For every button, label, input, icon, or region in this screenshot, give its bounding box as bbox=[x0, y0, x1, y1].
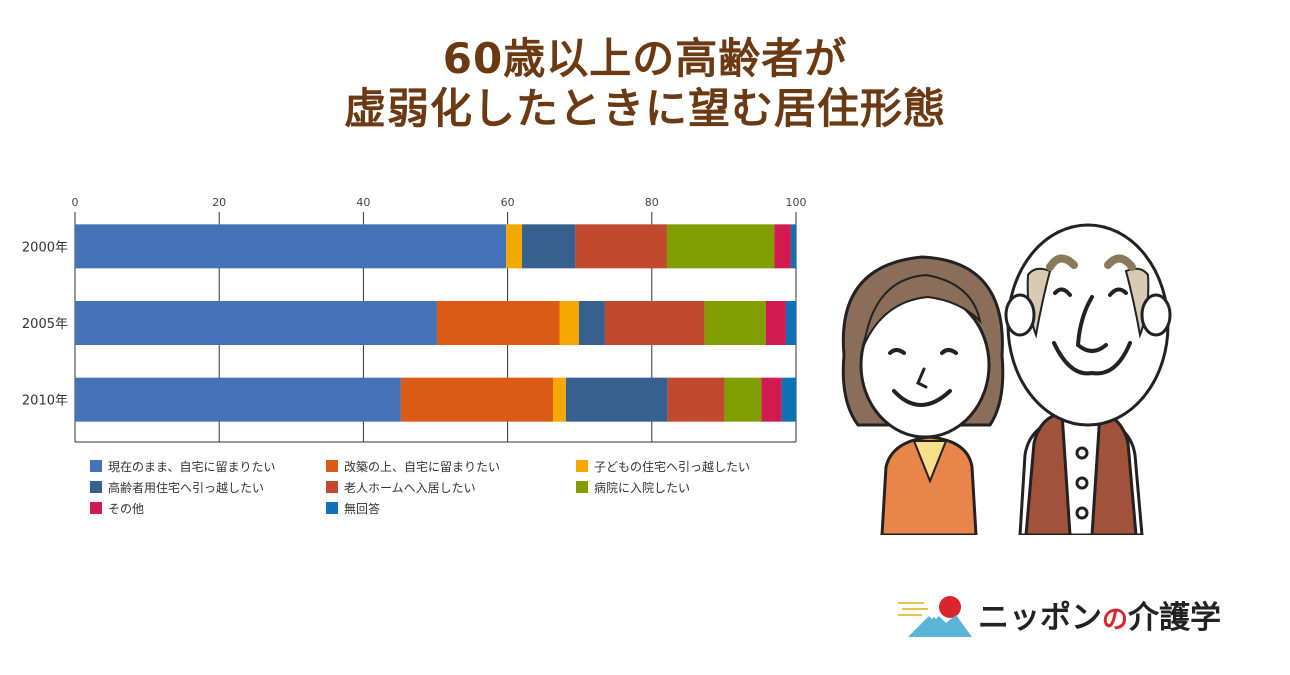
bar-segment bbox=[785, 301, 796, 345]
legend-item: 老人ホームへ入居したい bbox=[326, 479, 476, 495]
legend-item: 無回答 bbox=[326, 500, 380, 516]
legend-swatch bbox=[576, 460, 588, 472]
legend-label: 病院に入院したい bbox=[594, 480, 691, 495]
legend-label: 高齢者用住宅へ引っ越したい bbox=[108, 480, 265, 495]
stacked-bar-chart: 0 20 40 60 80 100 2000年 2005年 2010年 bbox=[22, 196, 807, 443]
bar-segment bbox=[75, 301, 437, 345]
legend-label: 現在のまま、自宅に留まりたい bbox=[108, 459, 276, 474]
legend-label: 子どもの住宅へ引っ越したい bbox=[594, 459, 751, 474]
legend-swatch bbox=[326, 502, 338, 514]
bar-segment bbox=[436, 301, 560, 345]
mount-fuji-sun-icon bbox=[898, 595, 972, 637]
bar-segment bbox=[761, 377, 782, 422]
bar-segment bbox=[506, 224, 523, 269]
bar-segment bbox=[765, 301, 786, 345]
x-tick-label: 60 bbox=[501, 196, 515, 209]
bar-segment bbox=[666, 224, 775, 269]
legend-item: 高齢者用住宅へ引っ越したい bbox=[90, 479, 264, 495]
y-tick-label: 2010年 bbox=[22, 394, 68, 409]
legend-swatch bbox=[326, 481, 338, 493]
bar-segment bbox=[724, 377, 762, 422]
chart-title: 60歳以上の高齢者が 虚弱化したときに望む居住形態 bbox=[0, 34, 1290, 134]
legend-item: 子どもの住宅へ引っ越したい bbox=[576, 458, 750, 474]
logo-text-sub: 介護学 bbox=[1128, 600, 1222, 636]
x-tick-label: 40 bbox=[356, 196, 370, 209]
bar-segment bbox=[781, 377, 796, 422]
bar-segment bbox=[522, 224, 576, 269]
bar-segment bbox=[575, 224, 667, 269]
logo-text: ニッポンの介護学 bbox=[978, 592, 1221, 637]
logo-text-no: の bbox=[1102, 605, 1129, 635]
chart-title-line2: 虚弱化したときに望む居住形態 bbox=[343, 84, 946, 133]
legend-item: 現在のまま、自宅に留まりたい bbox=[90, 458, 276, 474]
x-tick-label: 100 bbox=[786, 196, 807, 209]
bar-segment bbox=[604, 301, 705, 345]
bar-segment bbox=[566, 377, 668, 422]
legend-label: 老人ホームへ入居したい bbox=[344, 480, 476, 495]
legend-label: 改築の上、自宅に留まりたい bbox=[344, 459, 501, 474]
bar-segment bbox=[75, 377, 401, 422]
y-tick-label: 2000年 bbox=[22, 240, 68, 255]
y-tick-label: 2005年 bbox=[22, 317, 68, 332]
x-tick-label: 0 bbox=[72, 196, 79, 209]
legend-swatch bbox=[326, 460, 338, 472]
legend-swatch bbox=[90, 460, 102, 472]
legend-label: その他 bbox=[108, 501, 145, 516]
bar-segment bbox=[667, 377, 725, 422]
bar-segment bbox=[553, 377, 567, 422]
legend-swatch bbox=[576, 481, 588, 493]
bar-segment bbox=[790, 224, 796, 269]
legend-item: 病院に入院したい bbox=[576, 479, 690, 495]
site-logo: ニッポンの介護学 bbox=[898, 592, 1221, 637]
bar-segment bbox=[578, 301, 605, 345]
legend-item: その他 bbox=[90, 500, 144, 516]
legend-swatch bbox=[90, 481, 102, 493]
chart-legend: 現在のまま、自宅に留まりたい 改築の上、自宅に留まりたい 子どもの住宅へ引っ越したい… bbox=[90, 458, 810, 522]
x-tick-label: 20 bbox=[212, 196, 226, 209]
legend-label: 無回答 bbox=[344, 501, 381, 516]
bar-segment bbox=[400, 377, 554, 422]
legend-swatch bbox=[90, 502, 102, 514]
elderly-couple-icon bbox=[841, 223, 1172, 535]
bar-segment bbox=[704, 301, 766, 345]
bar-segment bbox=[774, 224, 791, 269]
legend-item: 改築の上、自宅に留まりたい bbox=[326, 458, 500, 474]
chart-title-line1: 60歳以上の高齢者が bbox=[442, 34, 848, 83]
x-tick-label: 80 bbox=[645, 196, 659, 209]
logo-text-main: ニッポン bbox=[978, 600, 1102, 636]
bar-segment bbox=[559, 301, 579, 345]
bar-segment bbox=[75, 224, 507, 269]
